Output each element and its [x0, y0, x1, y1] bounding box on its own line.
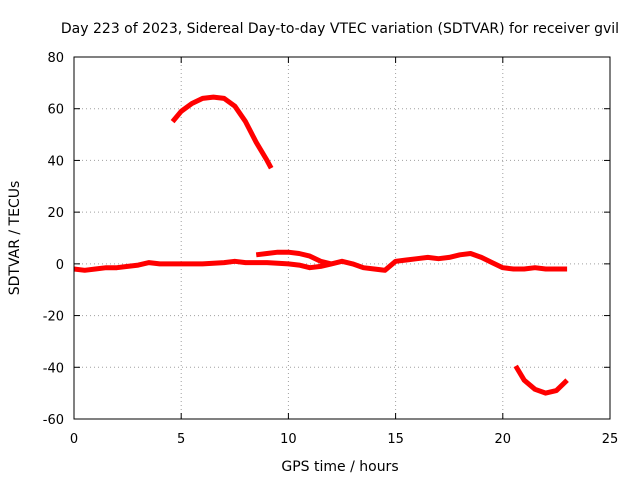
series-arc-8.5-12 [255, 249, 332, 267]
series-main-trace [73, 251, 568, 273]
x-tick-label: 25 [602, 432, 619, 447]
series-group [73, 94, 569, 396]
y-tick-label: 40 [47, 154, 64, 169]
y-tick-label: -40 [43, 361, 64, 376]
chart-title: Day 223 of 2023, Sidereal Day-to-day VTE… [61, 21, 619, 37]
y-tick-label: 60 [47, 103, 64, 118]
x-tick-label: 5 [177, 432, 185, 447]
y-tick-label: -60 [43, 413, 64, 428]
x-tick-label: 20 [495, 432, 512, 447]
y-tick-label: 0 [56, 258, 64, 273]
y-tick-label: 20 [47, 206, 64, 221]
series-arc-4.6-9.2 [170, 94, 274, 170]
plot-frame [73, 56, 611, 420]
grid [74, 57, 610, 419]
y-tick-label: 80 [47, 51, 64, 66]
y-axis-label: SDTVAR / TECUs [7, 181, 23, 296]
series-arc-20.6-23 [513, 364, 569, 396]
y-tick-label: -20 [43, 310, 64, 325]
x-axis-label: GPS time / hours [281, 459, 398, 475]
x-tick-label: 15 [387, 432, 404, 447]
ticks: 0 5 10 15 20 25 -60 -40 -20 0 20 40 60 80 [43, 51, 619, 447]
x-tick-label: 10 [280, 432, 297, 447]
x-tick-label: 0 [70, 432, 78, 447]
